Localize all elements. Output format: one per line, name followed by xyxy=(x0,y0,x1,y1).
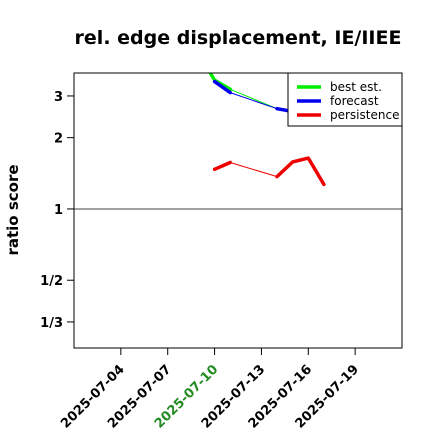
chart-title: rel. edge displacement, IE/IIEE xyxy=(75,27,402,49)
y-tick-label: 2 xyxy=(54,132,63,147)
legend-label: forecast xyxy=(330,94,379,108)
legend-label: best est. xyxy=(330,80,382,94)
series-line xyxy=(212,79,232,95)
y-axis-label: ratio score xyxy=(4,164,22,255)
plot-frame xyxy=(73,72,403,349)
y-tick-label: 1/2 xyxy=(40,274,63,289)
y-tick-label: 1/3 xyxy=(40,316,63,331)
x-axis: 2025-07-042025-07-072025-07-102025-07-13… xyxy=(58,348,362,432)
y-tick-label: 1 xyxy=(54,203,63,218)
y-axis: 1/3 1/2 1 2 3 xyxy=(40,90,74,331)
series-line xyxy=(212,160,232,172)
series-best-est xyxy=(208,73,278,110)
series-line xyxy=(275,156,326,187)
series-line xyxy=(208,73,217,82)
legend-label: persistence xyxy=(330,108,399,122)
series-thin-segment xyxy=(230,92,278,110)
series-thin-segment xyxy=(230,162,278,178)
series-thin-segment xyxy=(230,88,278,110)
series-persistence xyxy=(212,156,326,187)
y-tick-label: 3 xyxy=(54,90,63,105)
